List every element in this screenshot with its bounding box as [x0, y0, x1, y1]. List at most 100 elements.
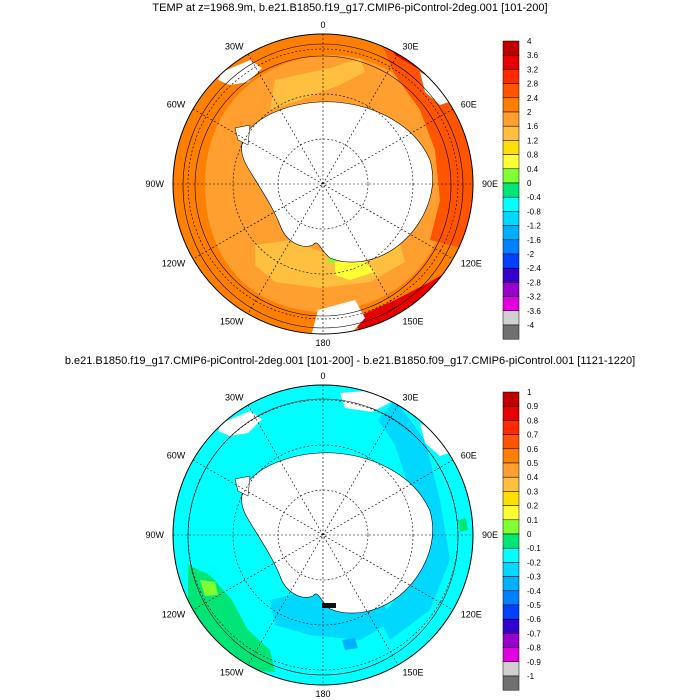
- colorbar-label: -0.3: [527, 573, 541, 582]
- colorbar-swatch: [502, 405, 520, 421]
- panel-1-light-band-south: [255, 240, 405, 288]
- colorbar-swatch: [502, 633, 520, 648]
- panel-2-pos-patch-east: [458, 518, 468, 532]
- colorbar-swatch: [502, 604, 520, 620]
- lon-label: 90W: [145, 179, 164, 189]
- lon-label: 90W: [145, 530, 164, 540]
- panel-1-light-band-north: [270, 58, 365, 110]
- colorbar-label: 0: [527, 179, 532, 188]
- lon-label: 60E: [461, 100, 477, 110]
- colorbar-label: -1.6: [527, 236, 541, 245]
- colorbar-label: -3.2: [527, 293, 541, 302]
- lon-label: 180: [315, 689, 330, 699]
- lon-label: 0: [320, 20, 325, 30]
- colorbar-swatch: [502, 675, 520, 691]
- lon-label: 120E: [461, 610, 482, 620]
- panel-2-lon-labels: 0 30E 60E 90E 120E 150E 180 150W 120W 90W 60W 30W: [145, 371, 498, 699]
- colorbar-swatch: [502, 239, 520, 255]
- colorbar-label: 0.9: [527, 402, 539, 411]
- colorbar-label: 0.8: [527, 151, 539, 160]
- panel-2-antarctica: [241, 452, 433, 614]
- colorbar-label: 2: [527, 108, 532, 117]
- colorbar-swatch: [502, 547, 520, 563]
- colorbar-swatch: [502, 448, 520, 464]
- colorbar-swatch: [502, 83, 520, 99]
- panel-2-map: 0 30E 60E 90E 120E 150E 180 150W 120W 90W 60W 30W: [145, 371, 498, 699]
- colorbar-swatch: [502, 476, 520, 492]
- colorbar-label: -0.6: [527, 615, 541, 624]
- colorbar-swatch: [502, 97, 520, 113]
- lon-label: 150E: [403, 317, 424, 327]
- colorbar-label: 0.2: [527, 502, 539, 511]
- colorbar-swatch: [502, 267, 520, 283]
- lon-label: 30W: [225, 392, 244, 402]
- colorbar-label: -4: [527, 321, 535, 330]
- lon-label: 150E: [403, 668, 424, 678]
- colorbar-label: -1.2: [527, 222, 541, 231]
- colorbar-swatch: [502, 533, 520, 549]
- panel-1-yellow-patch: [335, 262, 375, 280]
- colorbar-label: -0.7: [527, 629, 541, 638]
- colorbar-swatch: [502, 125, 520, 141]
- colorbar-swatch: [502, 168, 520, 184]
- colorbar-swatch: [502, 491, 520, 506]
- panel-1-land-se: [310, 300, 365, 334]
- colorbar-label: -2: [527, 250, 535, 259]
- colorbar-label: -3.6: [527, 307, 541, 316]
- colorbar-label: 0: [527, 530, 532, 539]
- colorbar-label: 0.7: [527, 431, 539, 440]
- lon-label: 180: [315, 338, 330, 348]
- colorbar-label: -0.4: [527, 193, 541, 202]
- panel-2-pos-patch: [200, 580, 218, 596]
- colorbar-swatch: [502, 111, 520, 127]
- colorbar-swatch: [502, 576, 520, 592]
- panel-2-graticule: [173, 385, 473, 685]
- colorbar-label: 0.1: [527, 516, 539, 525]
- colorbar-swatch: [502, 296, 520, 312]
- lon-label: 60E: [461, 451, 477, 461]
- lon-label: 90E: [482, 530, 498, 540]
- colorbar-label: -0.5: [527, 601, 541, 610]
- colorbar-label: 1: [527, 388, 532, 397]
- colorbar-label: 3.2: [527, 65, 539, 74]
- colorbar-swatch: [502, 182, 520, 198]
- colorbar-swatch: [502, 661, 520, 677]
- colorbar-swatch: [502, 324, 520, 340]
- panel-1-lon-labels: 0 30E 60E 90E 120E 150E 180 150W 120W 90W 60W 30W: [145, 20, 498, 348]
- colorbar-label: 4: [527, 37, 532, 46]
- lon-label: 120W: [162, 610, 186, 620]
- colorbar-label: 2.8: [527, 80, 539, 89]
- lon-label: 30W: [225, 41, 244, 51]
- lon-label: 120W: [162, 259, 186, 269]
- colorbar-swatch: [502, 211, 520, 226]
- colorbar-label: 0.8: [527, 416, 539, 425]
- panel-1-colorbar: 4 3.6 3.2 2.8 2.4 2 1.6 1.2 0.8 0.4 0 -0.4 -0.8 -1.2 -…: [502, 37, 541, 340]
- panel-2-land-nw: [218, 411, 262, 436]
- colorbar-label: 2.4: [527, 94, 539, 103]
- lon-label: 0: [320, 371, 325, 381]
- panel-1-title: TEMP at z=1968.9m, b.e21.B1850.f19_g17.C…: [152, 2, 548, 14]
- panel-1-antarctica: [241, 101, 433, 263]
- colorbar-swatch: [502, 519, 520, 535]
- colorbar-swatch: [502, 253, 520, 269]
- panel-1-map-border: [172, 33, 474, 335]
- colorbar-swatch: [502, 562, 520, 577]
- colorbar-label: 0.4: [527, 473, 539, 482]
- colorbar-swatch: [502, 434, 520, 450]
- colorbar-label: -0.9: [527, 658, 541, 667]
- colorbar-swatch: [502, 420, 520, 435]
- colorbar-label: -0.4: [527, 587, 541, 596]
- colorbar-label: 0.3: [527, 487, 539, 496]
- colorbar-swatch: [502, 225, 520, 241]
- panel-1-map: 0 30E 60E 90E 120E 150E 180 150W 120W 90W 60W 30W: [145, 20, 498, 348]
- panel-2-colorbar: 1 0.9 0.8 0.7 0.6 0.5 0.4 0.3 0.2 0.1 0 -0.1 -0.2 -0.…: [502, 388, 541, 691]
- lon-label: 150W: [220, 317, 244, 327]
- colorbar-swatch: [502, 140, 520, 155]
- lon-label: 30E: [403, 41, 419, 51]
- colorbar-swatch: [502, 618, 520, 634]
- colorbar-swatch: [502, 196, 520, 212]
- colorbar-swatch: [502, 462, 520, 478]
- colorbar-label: -1: [527, 672, 535, 681]
- colorbar-label: 0.6: [527, 445, 539, 454]
